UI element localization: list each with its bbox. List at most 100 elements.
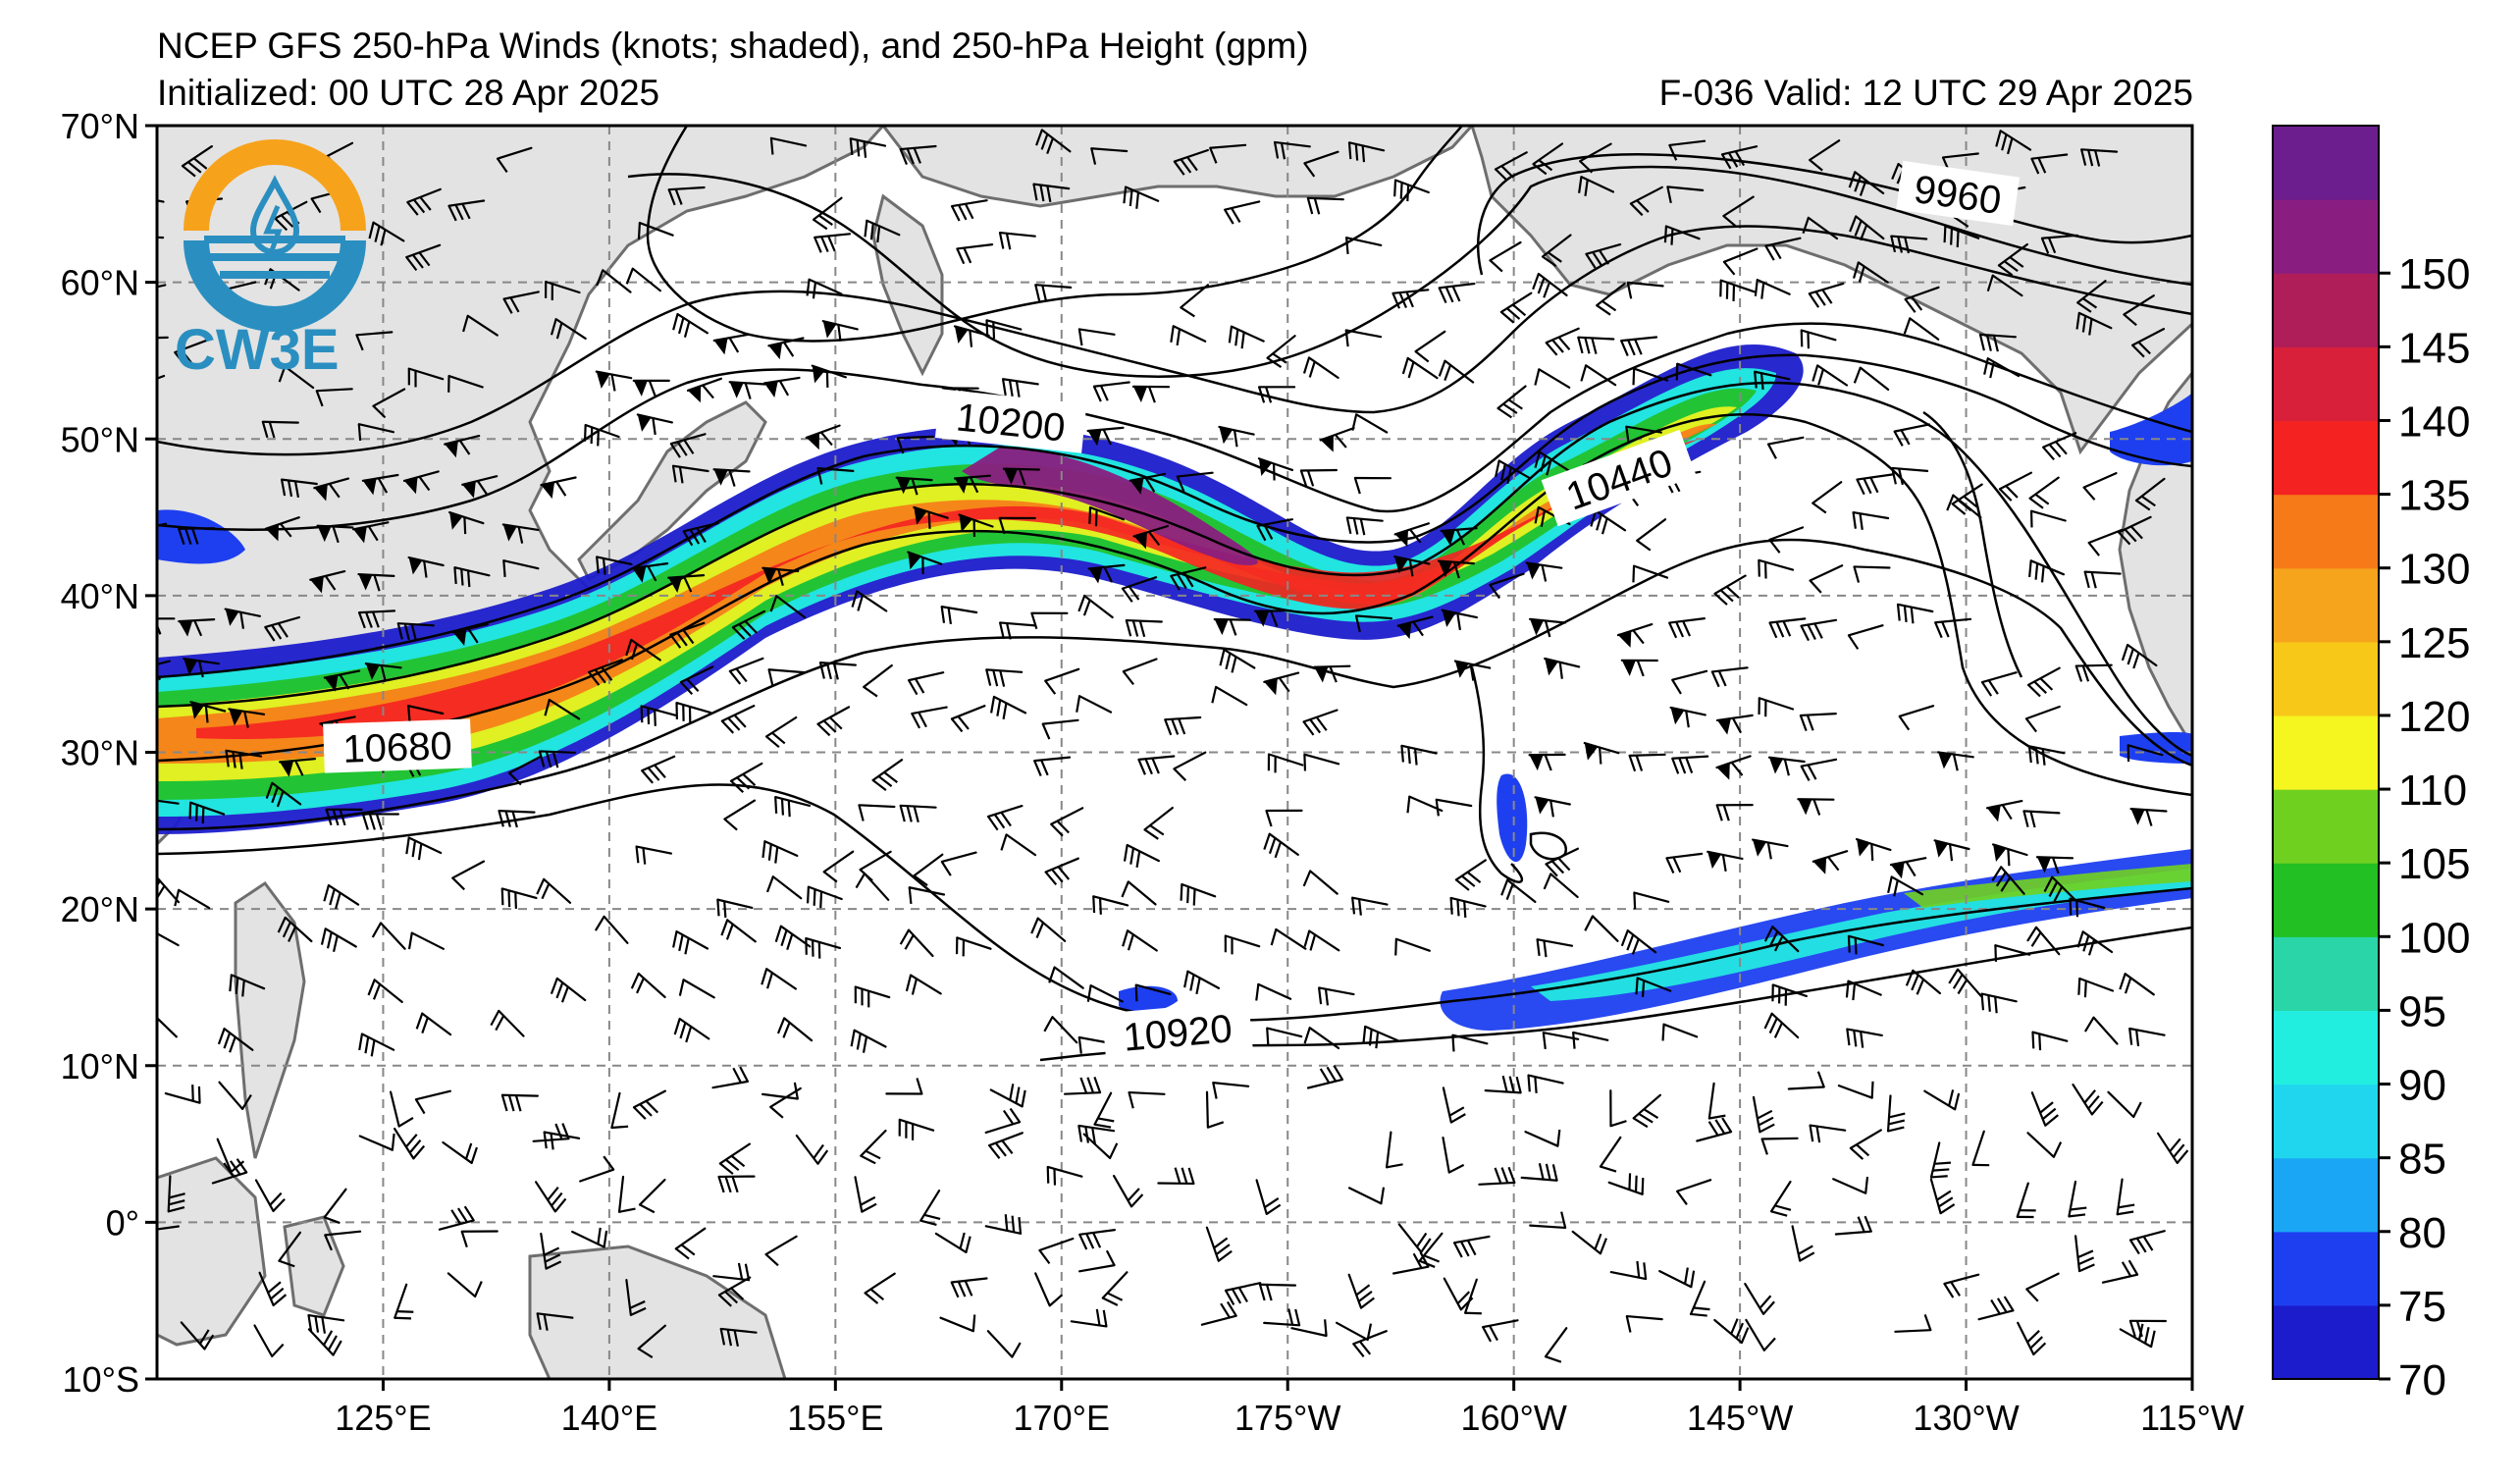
wind-barb — [1077, 1249, 1116, 1273]
wind-barb — [1578, 176, 1615, 196]
wind-barb — [1265, 809, 1303, 827]
wind-barb — [718, 1142, 752, 1175]
wind-barb — [1744, 1282, 1775, 1315]
wind-barb — [769, 136, 808, 155]
wind-barb — [1132, 524, 1170, 550]
wind-barb — [1033, 756, 1072, 776]
colorbar-tick-label: 70 — [2398, 1356, 2446, 1404]
wind-barb — [367, 979, 403, 1004]
wind-barb — [632, 379, 670, 397]
wind-barb — [323, 883, 360, 910]
wind-barb — [1123, 185, 1160, 209]
wind-barb — [2123, 294, 2155, 327]
wind-barb — [1347, 1187, 1386, 1205]
wind-barb — [885, 1078, 923, 1095]
wind-barb — [805, 936, 842, 959]
wind-barb — [1847, 934, 1884, 955]
wind-barb — [2025, 1272, 2060, 1302]
wind-barb — [1529, 1211, 1567, 1230]
wind-barb — [1451, 1033, 1489, 1052]
wind-barb — [1038, 1237, 1075, 1265]
wind-barb — [958, 513, 994, 537]
wind-barb — [1092, 895, 1129, 915]
wind-barb — [1000, 833, 1037, 857]
wind-barb — [364, 662, 402, 682]
wind-barb — [1290, 1319, 1328, 1338]
wind-barb — [1034, 284, 1073, 302]
wind-barb — [1205, 1090, 1225, 1129]
wind-barb — [189, 701, 227, 723]
wind-barb — [1669, 706, 1706, 728]
wind-barb — [1845, 980, 1882, 1001]
wind-barb — [1224, 934, 1261, 955]
wind-barb — [396, 622, 435, 641]
wind-barb — [1319, 427, 1355, 452]
wind-barb — [851, 590, 888, 612]
wind-barb — [1437, 559, 1476, 579]
wind-barb — [1030, 611, 1069, 630]
wind-barb — [2116, 1178, 2135, 1216]
wind-barb — [678, 979, 715, 999]
wind-barb — [1499, 291, 1533, 324]
wind-barb — [358, 1033, 395, 1057]
wind-barb — [1809, 564, 1844, 594]
wind-barb — [1893, 423, 1931, 447]
wind-barb — [1720, 145, 1759, 170]
wind-barb — [1834, 1215, 1872, 1236]
wind-barb — [1401, 356, 1439, 380]
wind-barb — [1034, 1272, 1064, 1307]
wind-barb — [1345, 516, 1384, 536]
wind-barb — [2075, 311, 2113, 336]
wind-barb — [2068, 1180, 2087, 1218]
wind-barb — [357, 609, 396, 629]
wind-barb — [1706, 850, 1744, 873]
wind-barb — [2042, 432, 2077, 461]
wind-barb — [1632, 367, 1669, 386]
wind-barb — [183, 657, 220, 678]
wind-barb — [1991, 843, 2028, 867]
wind-barb — [895, 476, 933, 496]
wind-barb — [1997, 242, 2028, 277]
wind-barb — [2087, 528, 2124, 556]
wind-barb — [544, 698, 581, 720]
wind-barb — [1766, 436, 1805, 459]
wind-barb — [984, 1214, 1023, 1235]
wind-barb — [950, 199, 988, 222]
wind-barb — [571, 1227, 608, 1248]
wind-barb — [1257, 386, 1296, 403]
wind-barb — [1414, 330, 1446, 363]
colorbar-segment — [2273, 199, 2379, 274]
wind-barb — [157, 927, 180, 947]
wind-barb — [229, 974, 266, 997]
wind-barb — [1898, 705, 1935, 731]
wind-barb — [1438, 359, 1475, 384]
wind-barb — [1302, 870, 1339, 895]
wind-barb — [500, 887, 538, 909]
wind-barb — [1534, 450, 1571, 476]
wind-barb — [2080, 148, 2119, 167]
wind-barb — [394, 1283, 414, 1320]
wind-barb — [1832, 1176, 1869, 1194]
wind-barb — [351, 521, 390, 544]
wind-barb — [1211, 685, 1248, 707]
wind-barb — [157, 336, 169, 340]
wind-barb — [496, 146, 533, 174]
wind-barb — [1609, 1089, 1627, 1128]
wind-barb — [1122, 658, 1158, 686]
wind-barb — [1352, 1330, 1388, 1358]
wind-barb — [1263, 671, 1300, 696]
wind-barb — [1046, 1165, 1083, 1186]
wind-barb — [1385, 1131, 1403, 1169]
wind-barb — [667, 573, 706, 594]
wind-barb — [854, 1176, 877, 1213]
wind-barb — [2043, 875, 2078, 904]
wind-barb — [1625, 425, 1662, 444]
wind-barb — [1665, 852, 1704, 874]
wind-barb — [818, 662, 858, 680]
wind-barb — [953, 325, 990, 347]
wind-barb — [1689, 1280, 1710, 1317]
wind-barb — [277, 916, 313, 943]
wind-barb — [446, 1272, 483, 1298]
wind-barb — [596, 556, 633, 575]
colorbar-segment — [2273, 863, 2379, 937]
